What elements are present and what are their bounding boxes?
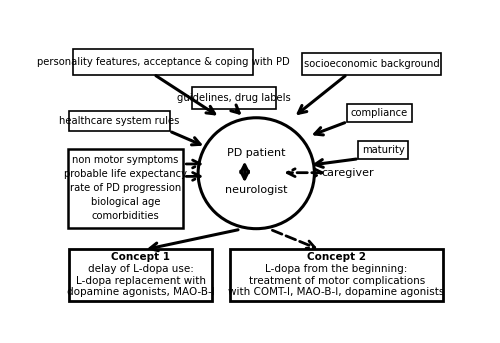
Text: with COMT-I, MAO-B-I, dopamine agonists: with COMT-I, MAO-B-I, dopamine agonists (228, 287, 445, 297)
Text: Concept 1: Concept 1 (112, 252, 170, 262)
Text: L-dopa replacement with: L-dopa replacement with (76, 276, 206, 286)
Text: personality features, acceptance & coping with PD: personality features, acceptance & copin… (37, 57, 290, 67)
FancyBboxPatch shape (358, 141, 408, 159)
FancyBboxPatch shape (302, 52, 441, 75)
FancyBboxPatch shape (346, 104, 412, 122)
Text: non motor symptoms
probable life expectancy
rate of PD progression
biological ag: non motor symptoms probable life expecta… (64, 155, 187, 221)
FancyBboxPatch shape (68, 149, 184, 228)
Text: dopamine agonists, MAO-B-I: dopamine agonists, MAO-B-I (67, 287, 215, 297)
Text: caregiver: caregiver (321, 168, 374, 178)
Text: compliance: compliance (350, 108, 408, 118)
Ellipse shape (198, 118, 314, 229)
FancyBboxPatch shape (74, 49, 253, 75)
FancyBboxPatch shape (70, 111, 170, 131)
Text: maturity: maturity (362, 145, 405, 155)
Text: healthcare system rules: healthcare system rules (60, 116, 180, 126)
Text: L-dopa from the beginning:: L-dopa from the beginning: (266, 264, 408, 274)
FancyBboxPatch shape (70, 249, 212, 300)
Text: neurologist: neurologist (225, 185, 288, 196)
Text: delay of L-dopa use:: delay of L-dopa use: (88, 264, 194, 274)
FancyBboxPatch shape (192, 87, 276, 109)
FancyBboxPatch shape (230, 249, 443, 300)
Text: guidelines, drug labels: guidelines, drug labels (177, 93, 291, 103)
Text: treatment of motor complications: treatment of motor complications (248, 276, 425, 286)
Text: Concept 2: Concept 2 (307, 252, 366, 262)
Text: socioeconomic background: socioeconomic background (304, 59, 440, 69)
Text: PD patient: PD patient (227, 149, 286, 158)
